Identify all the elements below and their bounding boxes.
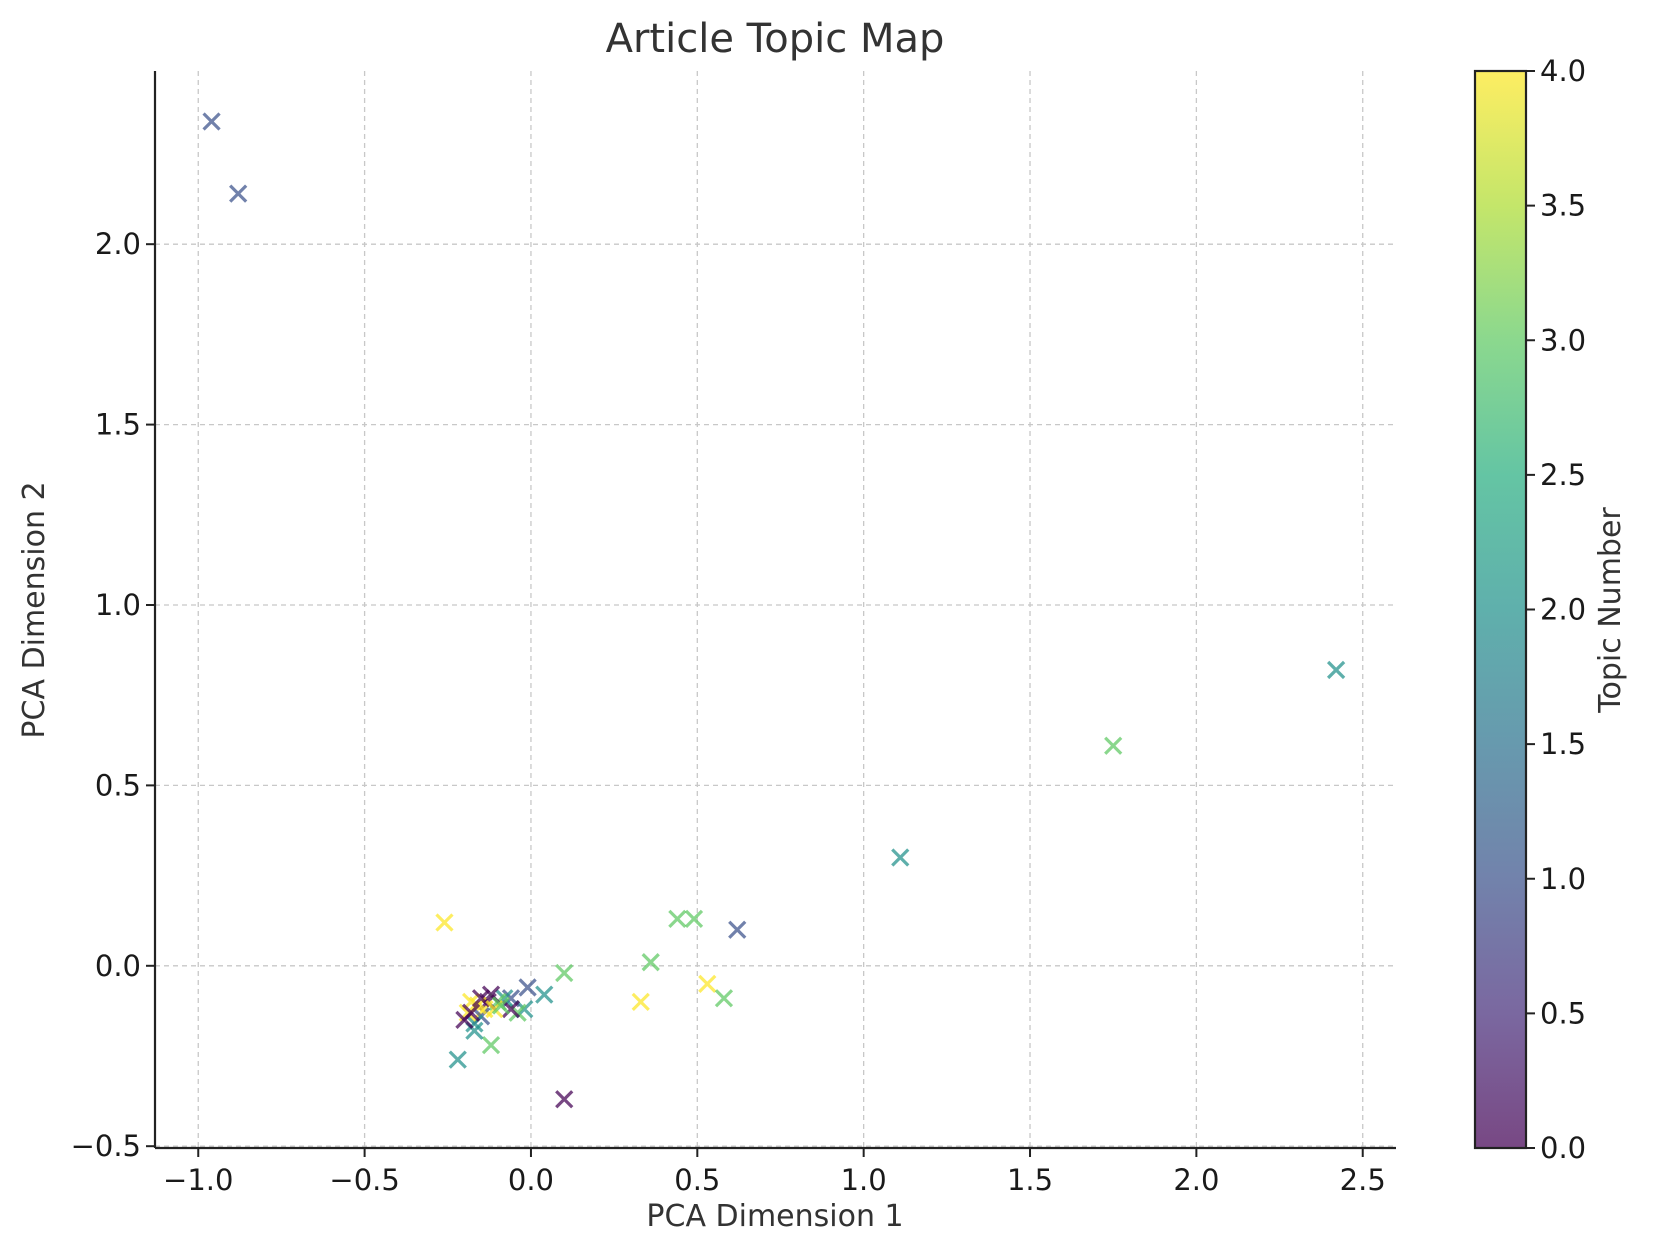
y-tick-label: 1.5 — [95, 408, 141, 442]
axes — [153, 71, 1396, 1150]
point-stroke — [1104, 736, 1123, 755]
scatter-point — [202, 112, 221, 131]
scatter-point — [698, 974, 717, 993]
point-stroke — [435, 913, 454, 932]
data-points — [202, 112, 1346, 1109]
point-stroke — [508, 1003, 527, 1022]
point-stroke — [555, 963, 574, 983]
scatter-point — [1104, 736, 1123, 755]
scatter-point — [728, 920, 747, 939]
grid — [155, 71, 1396, 1148]
point-stroke — [471, 989, 491, 1008]
y-tick-label: 1.0 — [95, 588, 141, 622]
point-stroke — [465, 1014, 484, 1033]
scatter-point — [471, 989, 491, 1008]
scatter-point — [891, 848, 910, 867]
point-stroke — [518, 978, 537, 997]
scatter-point — [481, 1036, 501, 1055]
point-stroke — [555, 1090, 574, 1109]
scatter-point — [229, 184, 248, 203]
scatter-point — [1326, 660, 1346, 680]
x-tick-label: −1.0 — [163, 1163, 233, 1197]
scatter-point — [435, 913, 454, 932]
x-tick-label: 2.5 — [1340, 1163, 1386, 1197]
scatter-point — [714, 989, 734, 1008]
scatter-point — [641, 953, 660, 972]
scatter-point — [465, 1014, 484, 1033]
y-tick-label: 0.0 — [95, 949, 141, 983]
scatter-point — [555, 963, 574, 983]
colorbar-tick-label: 0.0 — [1540, 1131, 1586, 1165]
scatter-point — [491, 996, 511, 1015]
point-stroke — [481, 1036, 501, 1055]
point-stroke — [461, 1003, 481, 1022]
colorbar: 0.0 0.5 1.0 1.5 2.0 2.5 3.0 3.5 4.0 Topic Number — [1473, 54, 1628, 1165]
colorbar-tick-label: 2.0 — [1540, 593, 1586, 627]
colorbar-tick-label: 1.0 — [1540, 862, 1586, 896]
x-tick-label: 0.0 — [508, 1163, 554, 1197]
y-tick-label: −0.5 — [71, 1129, 141, 1163]
point-stroke — [891, 848, 910, 867]
colorbar-tick-label: 3.5 — [1540, 189, 1586, 223]
scatter-point — [501, 999, 521, 1019]
x-tick-label: 1.5 — [1007, 1163, 1053, 1197]
x-tick-label: 2.0 — [1173, 1163, 1219, 1197]
scatter-point — [668, 909, 687, 929]
point-stroke — [1326, 660, 1346, 680]
point-stroke — [229, 184, 248, 203]
point-stroke — [631, 992, 650, 1012]
colorbar-tick-label: 0.5 — [1540, 996, 1586, 1030]
point-stroke — [668, 909, 687, 929]
x-tick-label: 1.0 — [841, 1163, 887, 1197]
y-axis-label: PCA Dimension 2 — [17, 481, 52, 738]
point-stroke — [684, 909, 704, 929]
colorbar-tick-label: 4.0 — [1540, 54, 1586, 88]
colorbar-tick-label: 1.5 — [1540, 727, 1586, 761]
point-stroke — [535, 985, 554, 1004]
point-stroke — [728, 920, 747, 939]
point-stroke — [714, 989, 734, 1008]
point-stroke — [491, 996, 511, 1015]
y-tick-label: 0.5 — [95, 768, 141, 802]
scatter-point — [631, 992, 650, 1012]
scatter-point — [461, 1003, 481, 1022]
scatter-point — [535, 985, 554, 1004]
scatter-point — [518, 978, 537, 997]
colorbar-gradient — [1475, 71, 1526, 1148]
chart-title: Article Topic Map — [606, 16, 945, 62]
y-tick-label: 2.0 — [95, 227, 141, 261]
point-stroke — [641, 953, 660, 972]
scatter-point — [684, 909, 704, 929]
colorbar-ticks: 0.0 0.5 1.0 1.5 2.0 2.5 3.0 3.5 4.0 — [1526, 54, 1586, 1165]
x-tick-label: −0.5 — [329, 1163, 399, 1197]
point-stroke — [202, 112, 221, 131]
point-stroke — [698, 974, 717, 993]
scatter-point — [448, 1050, 467, 1069]
x-axis-label: PCA Dimension 1 — [646, 1199, 903, 1234]
point-stroke — [448, 1050, 467, 1069]
scatter-point — [555, 1090, 574, 1109]
colorbar-tick-label: 3.0 — [1540, 323, 1586, 357]
point-stroke — [501, 999, 521, 1019]
colorbar-label: Topic Number — [1593, 507, 1628, 714]
x-tick-label: 0.5 — [674, 1163, 720, 1197]
x-axis-ticks: −1.0 −0.5 0.0 0.5 1.0 1.5 2.0 2.5 — [163, 1148, 1386, 1197]
y-axis-ticks: −0.5 0.0 0.5 1.0 1.5 2.0 — [71, 227, 155, 1163]
colorbar-tick-label: 2.5 — [1540, 458, 1586, 492]
point-stroke — [465, 1021, 484, 1040]
